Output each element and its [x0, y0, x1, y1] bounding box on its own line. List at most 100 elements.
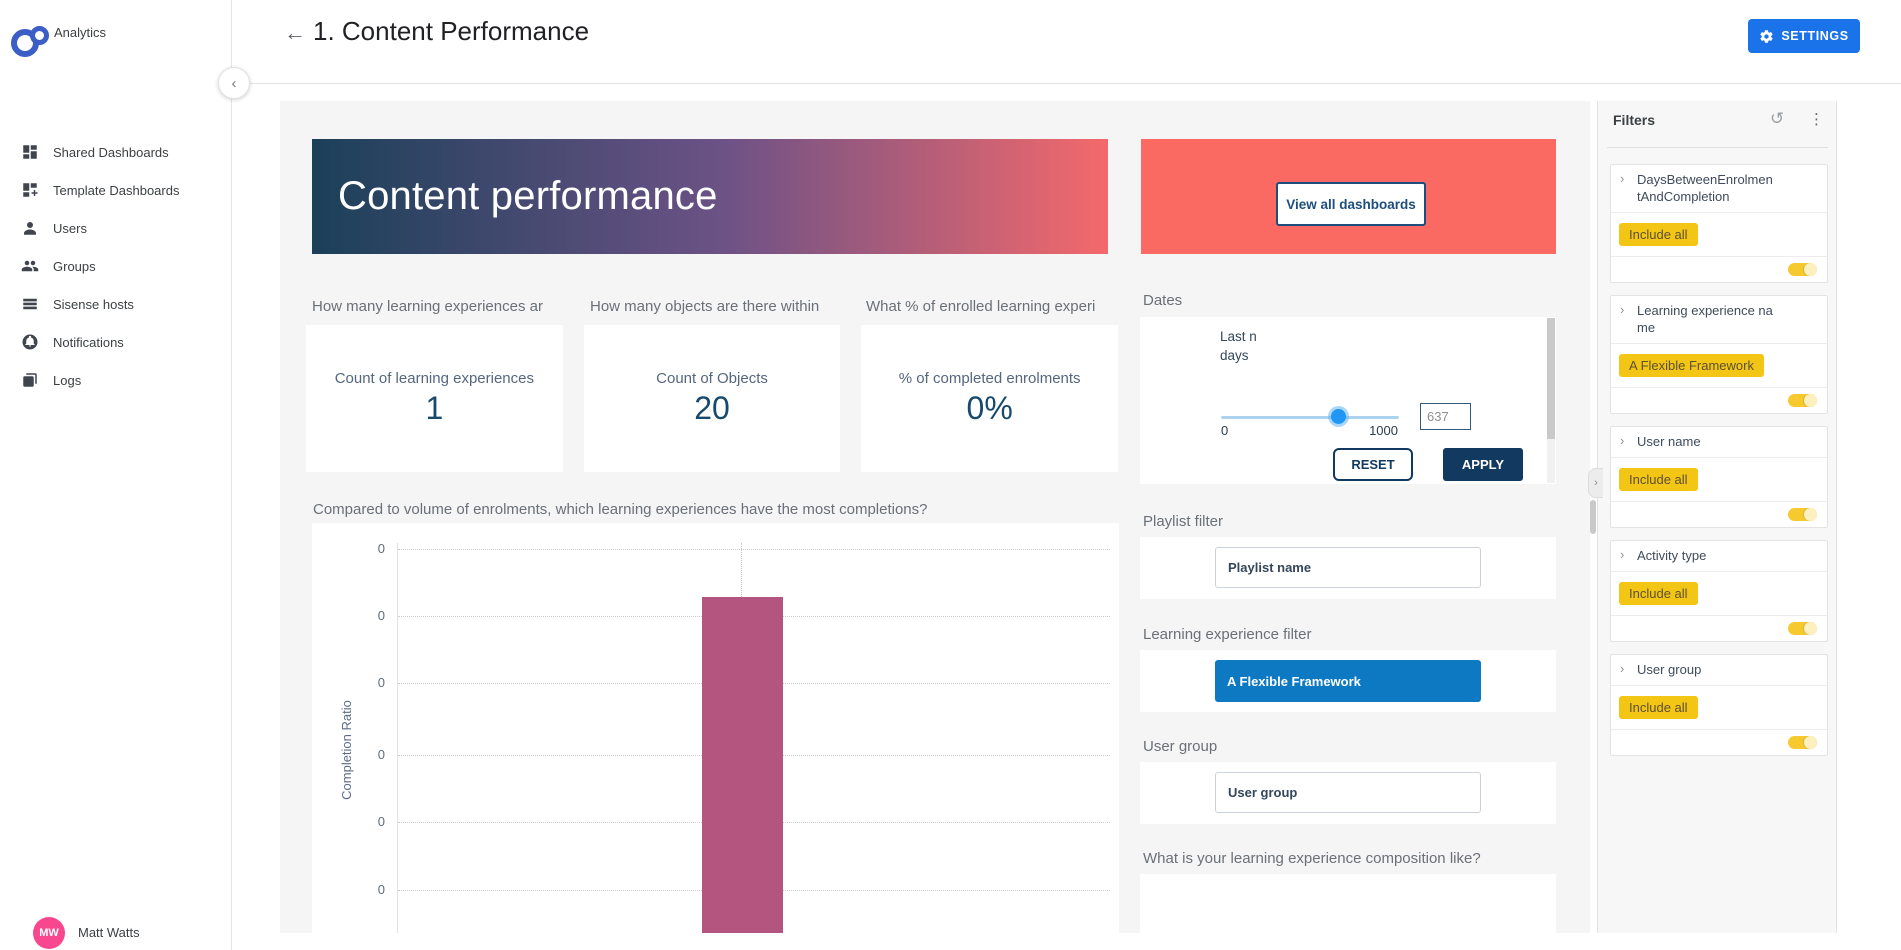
- analytics-logo-icon: [11, 26, 51, 58]
- kpi-card-1: Count of learning experiences 1: [306, 325, 563, 472]
- back-arrow-icon[interactable]: ←: [284, 20, 306, 45]
- chevron-left-icon: ‹: [231, 74, 237, 92]
- filters-panel-expand-tab[interactable]: ›: [1588, 468, 1603, 498]
- filter-card-learning-experience-name: › Learning experience name A Flexible Fr…: [1610, 295, 1828, 414]
- chevron-expand-icon[interactable]: ›: [1620, 433, 1625, 448]
- kpi-question-1: How many learning experiences ar: [312, 298, 543, 315]
- filter-toggle-on[interactable]: [1788, 263, 1817, 276]
- user-group-input[interactable]: [1215, 772, 1481, 813]
- kpi-label: Count of learning experiences: [334, 370, 534, 387]
- y-tick-label: 0: [377, 747, 385, 762]
- sidebar-item-groups[interactable]: Groups: [0, 247, 232, 285]
- kpi-value: 20: [694, 390, 730, 426]
- filter-card-user-name: › User name Include all: [1610, 426, 1828, 528]
- filter-card-header[interactable]: › Activity type: [1611, 541, 1827, 572]
- settings-button[interactable]: SETTINGS: [1748, 19, 1860, 53]
- kpi-question-3: What % of enrolled learning experi: [866, 298, 1096, 315]
- kpi-label: % of completed enrolments: [898, 370, 1081, 387]
- kpi-value: 1: [425, 390, 444, 426]
- current-user-row[interactable]: MW Matt Watts: [0, 912, 232, 950]
- sidebar-item-label: Notifications: [53, 334, 124, 350]
- sidebar-collapse-button[interactable]: ‹: [218, 67, 250, 99]
- app-name: Analytics: [54, 25, 107, 40]
- learning-experience-button[interactable]: A Flexible Framework: [1215, 660, 1481, 702]
- filter-value-tag[interactable]: A Flexible Framework: [1619, 354, 1764, 377]
- filter-toggle-on[interactable]: [1788, 622, 1817, 635]
- filter-toggle-row: [1611, 615, 1827, 641]
- filters-divider: [1607, 147, 1828, 148]
- filter-card-header[interactable]: › User name: [1611, 427, 1827, 458]
- dates-section-title: Dates: [1143, 292, 1183, 309]
- y-tick-label: 0: [377, 541, 385, 556]
- dates-scrollbar-thumb[interactable]: [1547, 318, 1555, 439]
- main-scrollbar-thumb[interactable]: [1590, 500, 1596, 534]
- filter-field-name: User name: [1637, 434, 1701, 449]
- filter-value-tag[interactable]: Include all: [1619, 582, 1698, 605]
- sidebar-item-label: Sisense hosts: [53, 296, 134, 312]
- filter-card-list: › DaysBetweenEnrolmentAndCompletion Incl…: [1610, 164, 1828, 768]
- more-vert-icon[interactable]: ⋮: [1809, 110, 1824, 128]
- filter-value-tag[interactable]: Include all: [1619, 696, 1698, 719]
- chart-plot-guideline: [741, 543, 742, 597]
- filter-card-user-group: › User group Include all: [1610, 654, 1828, 756]
- chevron-expand-icon[interactable]: ›: [1620, 171, 1625, 186]
- sidebar-item-logs[interactable]: Logs: [0, 361, 232, 399]
- filter-value-row: Include all: [1611, 458, 1827, 501]
- dashboard-add-icon: [21, 181, 39, 199]
- filter-card-activity-type: › Activity type Include all: [1610, 540, 1828, 642]
- dates-filter-label: Last n days: [1220, 329, 1257, 363]
- user-name: Matt Watts: [78, 925, 140, 940]
- sidebar-item-users[interactable]: Users: [0, 209, 232, 247]
- filter-value-row: A Flexible Framework: [1611, 344, 1827, 387]
- filter-card-header[interactable]: › Learning experience name: [1611, 296, 1827, 344]
- filter-toggle-row: [1611, 256, 1827, 282]
- notification-bell-icon: [21, 333, 39, 351]
- apply-button[interactable]: APPLY: [1443, 448, 1523, 481]
- sidebar-item-label: Users: [53, 220, 87, 236]
- days-value-input[interactable]: [1420, 403, 1471, 430]
- chart-y-axis-label: Completion Ratio: [339, 700, 354, 800]
- chevron-expand-icon[interactable]: ›: [1620, 547, 1625, 562]
- sidebar-item-shared-dashboards[interactable]: Shared Dashboards: [0, 133, 232, 171]
- view-all-dashboards-button[interactable]: View all dashboards: [1276, 182, 1426, 226]
- playlist-filter-title: Playlist filter: [1143, 513, 1224, 530]
- composition-title: What is your learning experience composi…: [1143, 850, 1481, 867]
- banner-title: Content performance: [338, 174, 718, 218]
- filter-value-tag[interactable]: Include all: [1619, 468, 1698, 491]
- page-title: 1. Content Performance: [313, 16, 590, 46]
- user-group-title: User group: [1143, 738, 1218, 755]
- days-slider-track[interactable]: [1221, 416, 1399, 419]
- y-tick-label: 0: [377, 675, 385, 690]
- chart-bar[interactable]: [702, 597, 783, 933]
- kpi-label: Count of Objects: [656, 370, 768, 387]
- dashboard-grid-icon: [21, 143, 39, 161]
- filter-toggle-on[interactable]: [1788, 508, 1817, 521]
- reset-filters-icon[interactable]: ↺: [1770, 109, 1785, 129]
- sidebar-nav: Shared Dashboards Template Dashboards Us…: [0, 133, 232, 399]
- left-sidebar: Analytics Shared Dashboards Template Das…: [0, 0, 232, 950]
- kpi-row: Count of learning experiences 1 Count of …: [306, 325, 1119, 472]
- filters-panel-title: Filters: [1613, 112, 1656, 128]
- filter-toggle-on[interactable]: [1788, 394, 1817, 407]
- sidebar-item-label: Groups: [53, 258, 96, 274]
- reset-button[interactable]: RESET: [1333, 448, 1413, 481]
- filter-card-header[interactable]: › User group: [1611, 655, 1827, 686]
- sidebar-item-sisense-hosts[interactable]: Sisense hosts: [0, 285, 232, 323]
- composition-widget-card: [1140, 874, 1556, 933]
- sidebar-item-notifications[interactable]: Notifications: [0, 323, 232, 361]
- chevron-expand-icon[interactable]: ›: [1620, 661, 1625, 676]
- days-slider-handle[interactable]: [1331, 409, 1346, 424]
- filter-toggle-on[interactable]: [1788, 736, 1817, 749]
- slider-min-label: 0: [1221, 423, 1229, 438]
- sidebar-item-template-dashboards[interactable]: Template Dashboards: [0, 171, 232, 209]
- sidebar-item-label: Shared Dashboards: [53, 144, 169, 160]
- chevron-expand-icon[interactable]: ›: [1620, 302, 1625, 317]
- sidebar-item-label: Template Dashboards: [53, 182, 180, 198]
- header-divider: [232, 83, 1901, 84]
- filter-value-tag[interactable]: Include all: [1619, 223, 1698, 246]
- avatar[interactable]: MW: [33, 917, 65, 949]
- kpi-card-2: Count of Objects 20: [583, 325, 841, 472]
- chevron-right-icon: ›: [1594, 477, 1598, 489]
- filter-card-header[interactable]: › DaysBetweenEnrolmentAndCompletion: [1611, 165, 1827, 213]
- playlist-name-input[interactable]: [1215, 547, 1481, 588]
